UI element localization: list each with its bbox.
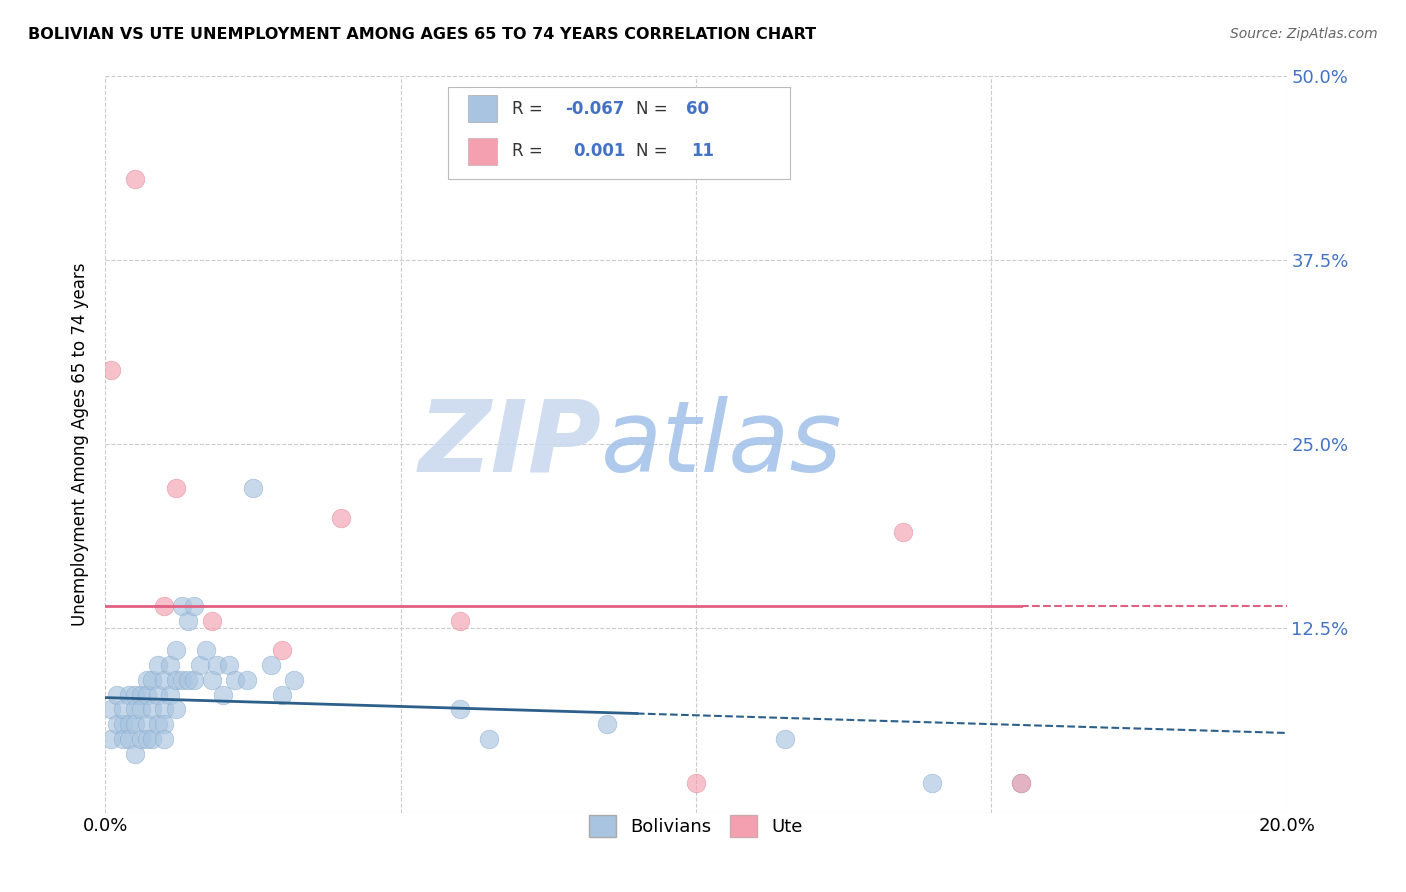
Text: N =: N = [636,100,672,118]
Point [153,731,176,746]
Point [177,673,200,687]
Point [118,688,141,702]
Point [124,702,146,716]
Point [271,643,294,657]
Point [111,731,134,746]
Point [111,717,134,731]
Point [124,747,146,761]
Point [1010,776,1032,790]
Point [170,599,193,614]
Point [165,702,187,716]
Point [242,481,264,495]
Text: N =: N = [636,143,678,161]
Point [283,673,305,687]
Point [1010,776,1032,790]
Text: Source: ZipAtlas.com: Source: ZipAtlas.com [1230,27,1378,41]
Point [135,731,157,746]
Point [153,702,176,716]
Text: -0.067: -0.067 [565,100,624,118]
Point [271,688,294,702]
Point [170,673,193,687]
Point [153,599,176,614]
Point [773,731,796,746]
Point [135,688,157,702]
Point [200,614,222,628]
Point [118,731,141,746]
Point [100,702,122,716]
Point [135,673,157,687]
Text: 0.001: 0.001 [574,143,626,161]
Text: 60: 60 [686,100,710,118]
Point [159,688,181,702]
Text: R =: R = [512,100,547,118]
Y-axis label: Unemployment Among Ages 65 to 74 years: Unemployment Among Ages 65 to 74 years [72,262,89,626]
Point [118,717,141,731]
Legend: Bolivians, Ute: Bolivians, Ute [582,807,810,844]
Point [148,658,170,673]
Point [259,658,281,673]
Point [124,688,146,702]
Point [183,599,205,614]
Point [153,673,176,687]
Point [124,171,146,186]
Text: BOLIVIAN VS UTE UNEMPLOYMENT AMONG AGES 65 TO 74 YEARS CORRELATION CHART: BOLIVIAN VS UTE UNEMPLOYMENT AMONG AGES … [28,27,817,42]
Point [207,658,229,673]
Point [124,717,146,731]
Point [188,658,211,673]
Point [129,688,152,702]
Point [111,702,134,716]
FancyBboxPatch shape [468,137,498,165]
Point [165,673,187,687]
Point [891,525,914,540]
Point [148,717,170,731]
Point [165,481,187,495]
Point [129,702,152,716]
Point [165,643,187,657]
Point [177,614,200,628]
Text: 11: 11 [692,143,714,161]
Text: R =: R = [512,143,553,161]
Point [478,731,501,746]
Point [148,688,170,702]
Point [153,717,176,731]
Point [236,673,259,687]
Point [200,673,222,687]
Point [596,717,619,731]
Point [218,658,240,673]
Point [129,731,152,746]
FancyBboxPatch shape [447,87,790,178]
Text: atlas: atlas [602,395,844,492]
Point [141,702,163,716]
Point [141,673,163,687]
FancyBboxPatch shape [468,95,498,122]
Point [212,688,235,702]
Point [449,702,471,716]
Point [100,731,122,746]
Point [105,717,128,731]
Point [159,658,181,673]
Point [921,776,943,790]
Point [449,614,471,628]
Point [141,731,163,746]
Point [194,643,217,657]
Point [685,776,707,790]
Point [224,673,246,687]
Point [183,673,205,687]
Point [105,688,128,702]
Point [330,510,353,524]
Text: ZIP: ZIP [419,395,602,492]
Point [135,717,157,731]
Point [100,363,122,377]
